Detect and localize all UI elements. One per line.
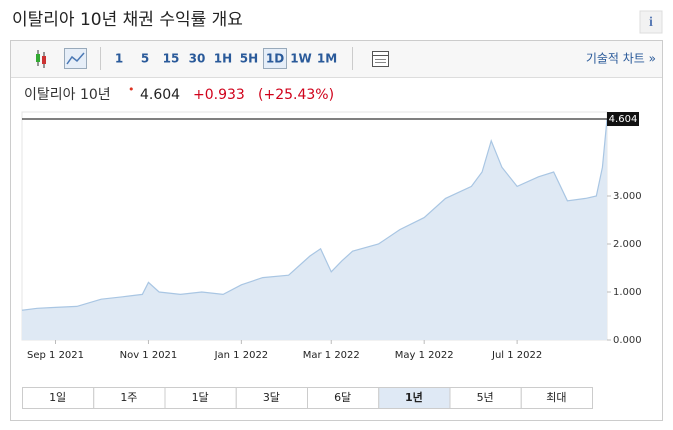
y-tick-label: 1.000 [613, 287, 642, 298]
x-tick-label: Nov 1 2021 [120, 350, 178, 361]
x-tick-label: Sep 1 2021 [27, 350, 84, 361]
range-tab-label[interactable]: 1일 [49, 390, 66, 404]
candle-icon[interactable] [36, 50, 46, 68]
line-icon-button[interactable] [64, 48, 87, 69]
line-icon[interactable] [66, 52, 85, 65]
interval-selected[interactable] [263, 48, 287, 69]
x-tick-label: May 1 2022 [395, 350, 454, 361]
interval-button[interactable]: 1 [115, 52, 123, 66]
range-tab-label[interactable]: 5년 [477, 391, 494, 404]
quote-price: 4.604 [140, 87, 180, 103]
live-dot: • [128, 83, 135, 96]
interval-button[interactable]: 5 [141, 52, 149, 66]
range-tab-label[interactable]: 3달 [263, 391, 280, 404]
interval-button[interactable]: 5H [240, 52, 258, 66]
range-tab-label[interactable]: 1년 [405, 390, 423, 404]
last-value-box [607, 112, 639, 127]
interval-button[interactable]: 1W [290, 52, 312, 66]
page-title: 이탈리아 10년 채권 수익률 개요 [12, 10, 243, 30]
quote-change-percent: (+25.43%) [258, 87, 334, 103]
technical-chart-link[interactable]: 기술적 차트 » [586, 52, 656, 66]
x-tick-label: Jan 1 2022 [214, 350, 269, 361]
interval-button[interactable]: 1H [214, 52, 232, 66]
y-tick-label: 0.000 [613, 335, 642, 346]
last-value-label: 4.604 [609, 114, 638, 125]
table-icon[interactable] [372, 51, 389, 67]
x-tick-label: Jul 1 2022 [491, 350, 542, 361]
interval-button[interactable]: 1M [317, 52, 337, 66]
range-tab-label[interactable]: 6달 [334, 391, 351, 404]
line [21, 118, 608, 311]
interval-button[interactable]: 30 [189, 52, 206, 66]
info-button[interactable] [639, 10, 663, 34]
toolbar [11, 41, 662, 77]
quote-name: 이탈리아 10년 [24, 87, 111, 103]
interval-button[interactable]: 1D [266, 52, 284, 66]
area [22, 119, 607, 341]
range-tab-label[interactable]: 1주 [120, 391, 137, 404]
interval-button[interactable]: 15 [163, 52, 180, 66]
y-tick-label: 2.000 [613, 239, 642, 250]
range-tab[interactable] [520, 387, 593, 409]
quote-change: +0.933 [193, 87, 245, 103]
info-icon[interactable]: i [649, 15, 653, 30]
x-tick-label: Mar 1 2022 [303, 350, 360, 361]
y-tick-label: 3.000 [613, 191, 642, 202]
range-tab-label[interactable]: 최대 [546, 391, 566, 404]
range-tab-label[interactable]: 1달 [192, 391, 209, 404]
